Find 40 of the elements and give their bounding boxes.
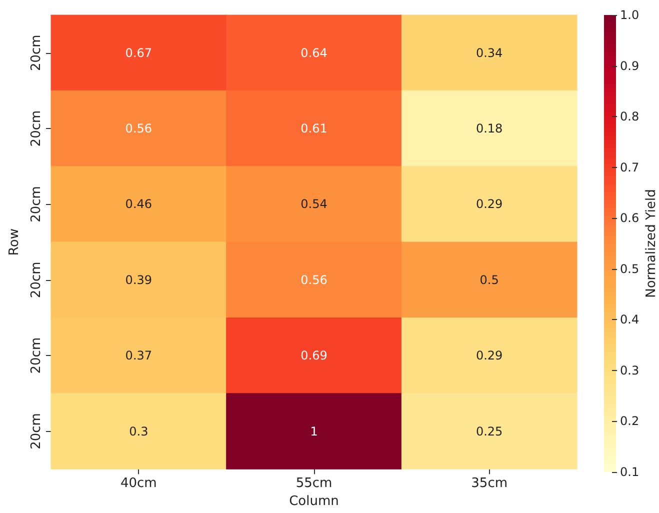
y-tick-label: 20cm: [29, 110, 44, 147]
data-label: 0.56: [125, 122, 152, 136]
color-bar-label: 1.0: [620, 8, 640, 22]
x-tick-label: 35cm: [471, 476, 508, 492]
data-label: 0.37: [125, 348, 152, 363]
y-tick-label: 20cm: [29, 413, 44, 450]
color-bar-label: 0.6: [620, 211, 640, 226]
color-bar-label: 0.2: [620, 414, 640, 428]
y-tick-label: 20cm: [29, 186, 44, 222]
data-label: 0.3: [129, 424, 148, 438]
y-axis-title: Row: [7, 228, 22, 256]
data-label: 0.61: [300, 122, 328, 136]
color-bar-label: 0.5: [620, 262, 640, 276]
color-bar-label: 0.7: [620, 160, 640, 174]
data-label: 0.5: [480, 272, 499, 287]
data-label: 0.18: [476, 122, 503, 136]
y-tick-label: 20cm: [29, 34, 44, 72]
x-axis-title: Column: [289, 494, 339, 509]
data-label: 0.56: [300, 272, 328, 287]
data-label: 0.25: [476, 424, 503, 438]
data-label: 0.54: [300, 197, 328, 212]
color-bar-label: 0.3: [620, 363, 640, 378]
data-label: 0.29: [476, 197, 503, 212]
data-label: 0.46: [125, 197, 152, 212]
color-bar-label: 0.4: [620, 312, 640, 327]
color-bar-label: 0.9: [620, 58, 640, 73]
color-bar-title: Normalized Yield: [644, 189, 659, 298]
x-tick-label: 55cm: [296, 476, 332, 492]
color-bar-label: 0.8: [620, 110, 640, 124]
data-label: 0.69: [300, 348, 328, 363]
data-label: 0.29: [476, 348, 503, 363]
x-tick-label: 40cm: [120, 476, 157, 492]
data-label: 0.39: [125, 272, 152, 287]
data-label: 0.64: [300, 46, 328, 60]
data-label: 1: [310, 424, 318, 438]
data-label: 0.34: [476, 46, 503, 60]
y-tick-label: 20cm: [29, 337, 44, 374]
data-label: 0.67: [125, 46, 152, 60]
y-tick-label: 20cm: [29, 262, 44, 298]
color-bar-label: 0.1: [620, 465, 640, 479]
